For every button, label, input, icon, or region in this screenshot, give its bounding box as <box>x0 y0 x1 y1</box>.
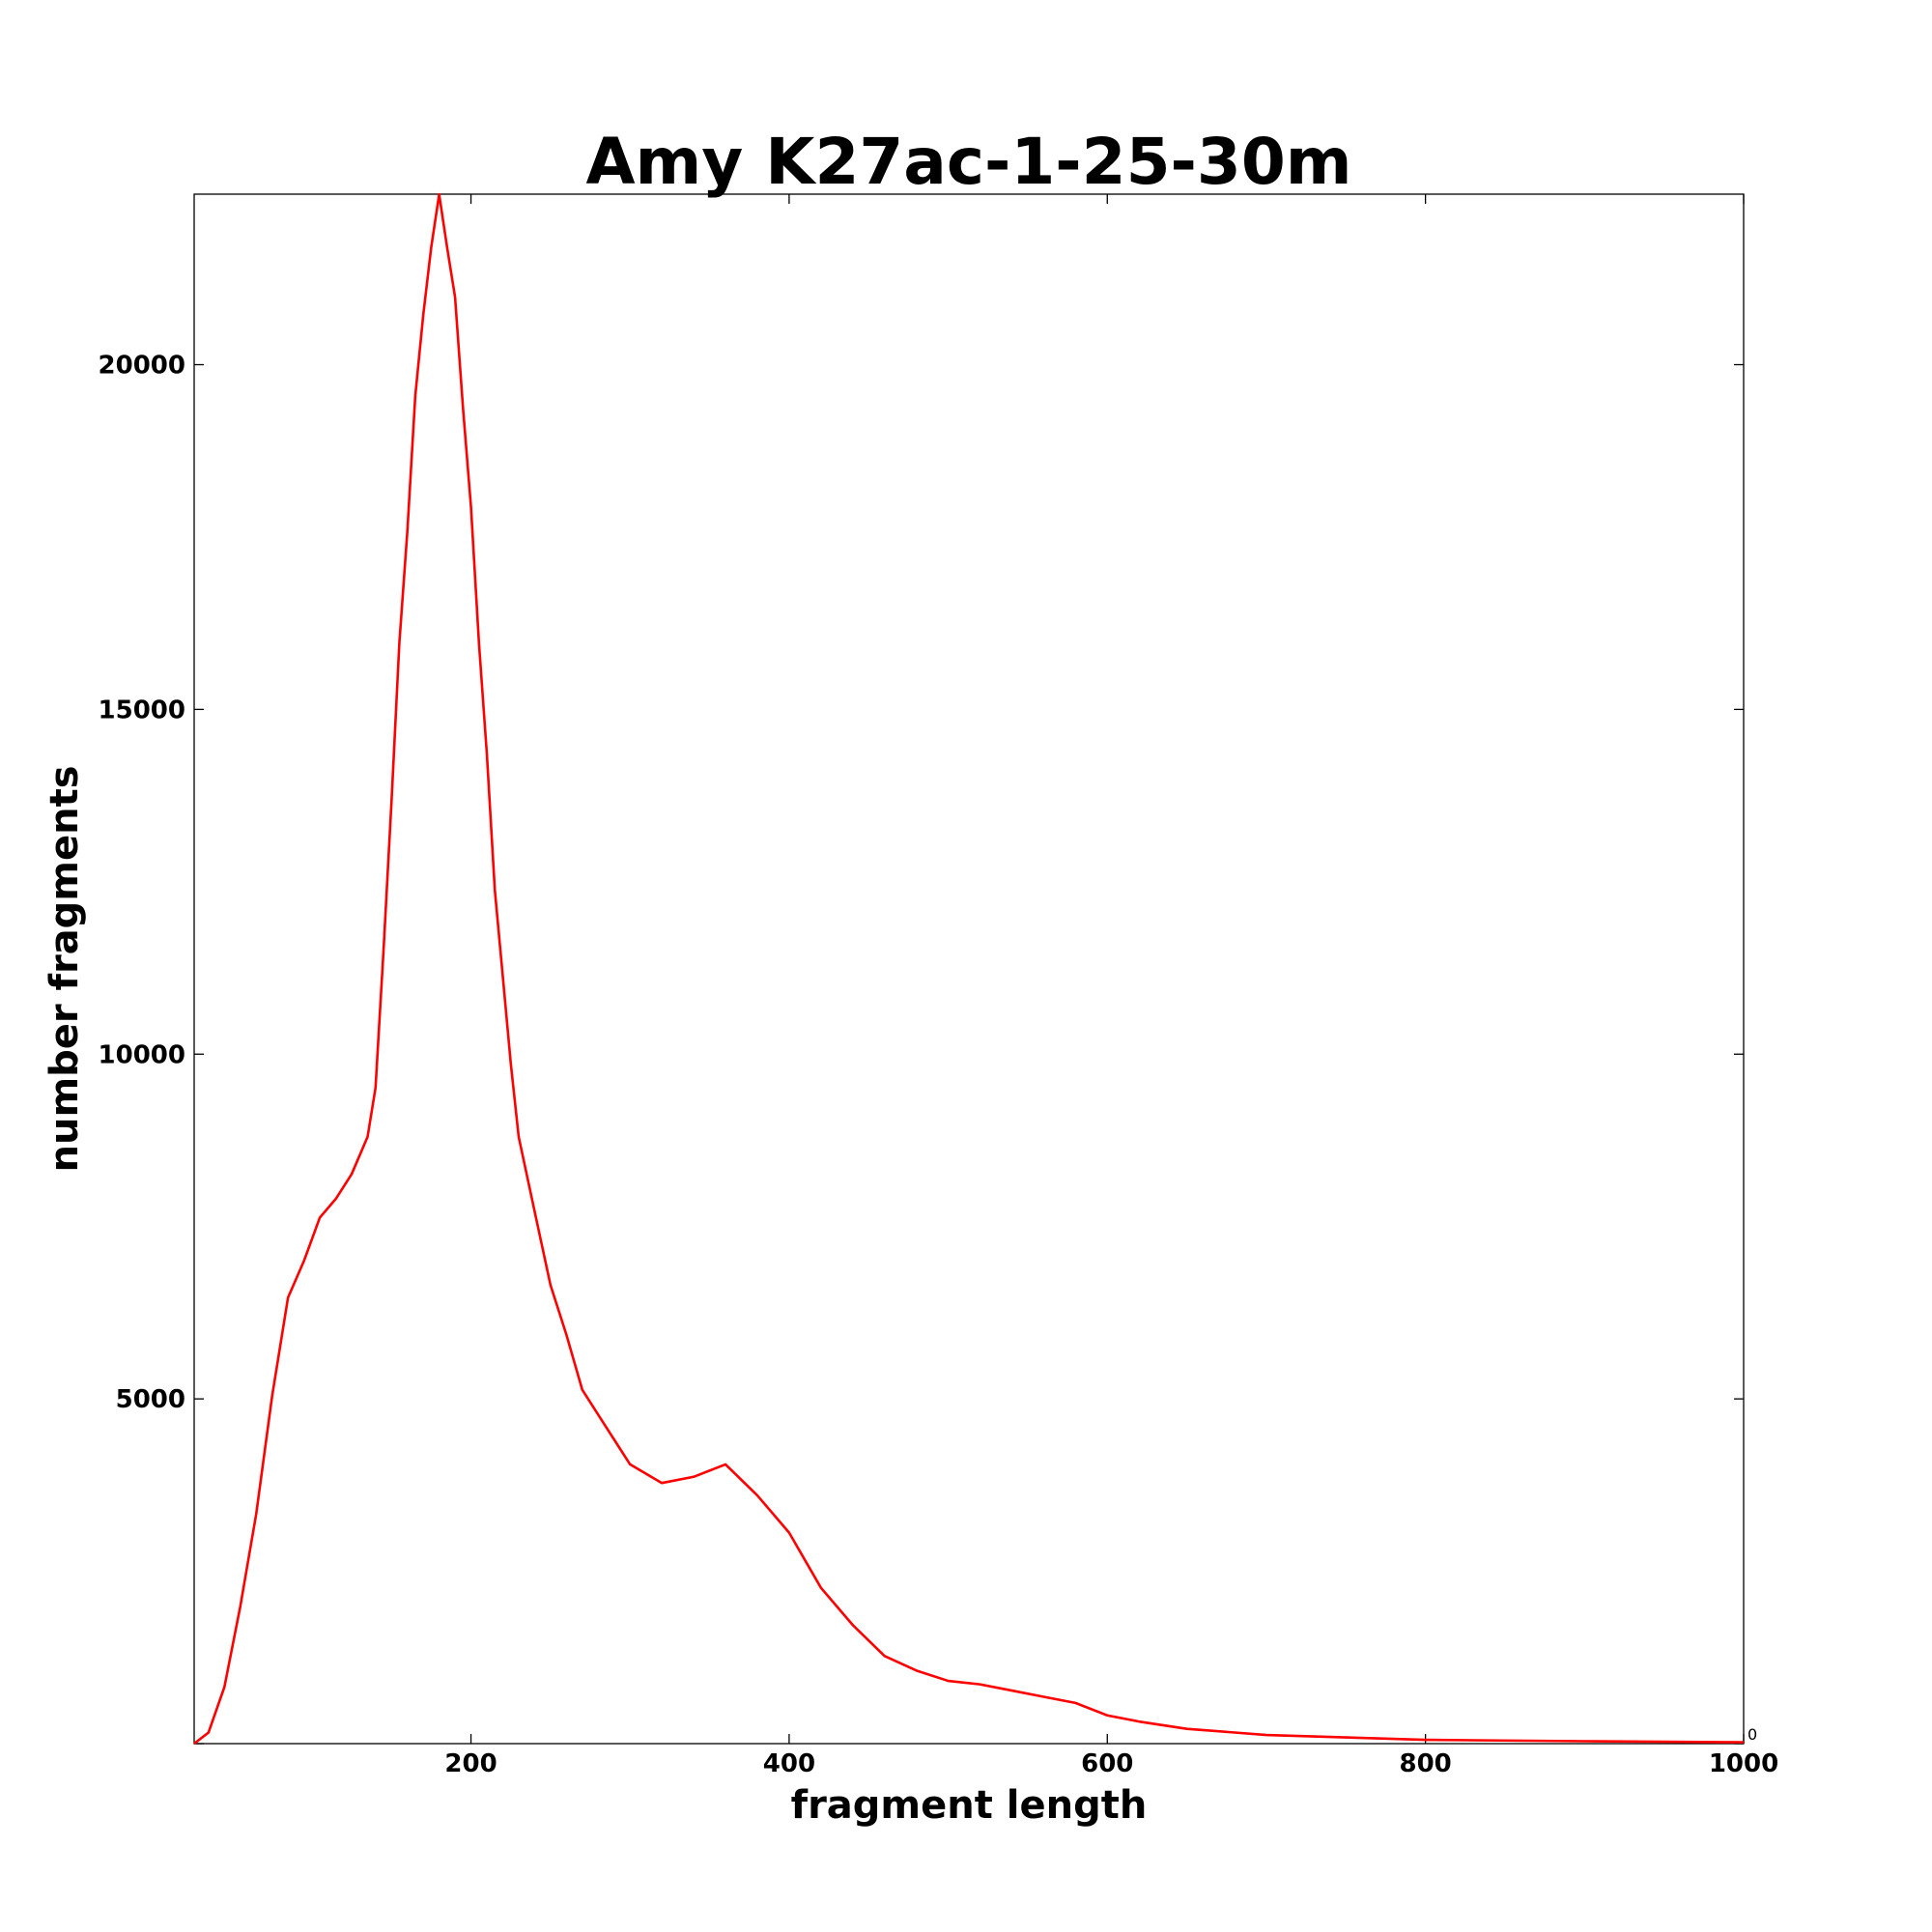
x-axis-label: fragment length <box>791 1783 1148 1828</box>
y-tick-label: 15000 <box>99 696 185 724</box>
y-axis-label: number fragments <box>43 765 87 1172</box>
y-tick-label: 10000 <box>99 1040 185 1069</box>
data-line <box>193 192 1745 1746</box>
chart-title: Amy K27ac-1-25-30m <box>585 125 1351 199</box>
y-tick-label: 0 <box>1747 1725 1757 1744</box>
y-tick-label: 20000 <box>99 352 185 381</box>
plot-frame <box>193 193 1745 1745</box>
x-tick-label: 1000 <box>1709 1749 1778 1778</box>
x-tick-label: 400 <box>763 1749 815 1778</box>
y-tick-label: 5000 <box>116 1385 185 1414</box>
x-tick-label: 600 <box>1081 1749 1133 1778</box>
x-tick-label: 200 <box>444 1749 497 1778</box>
x-tick-label: 800 <box>1399 1749 1451 1778</box>
